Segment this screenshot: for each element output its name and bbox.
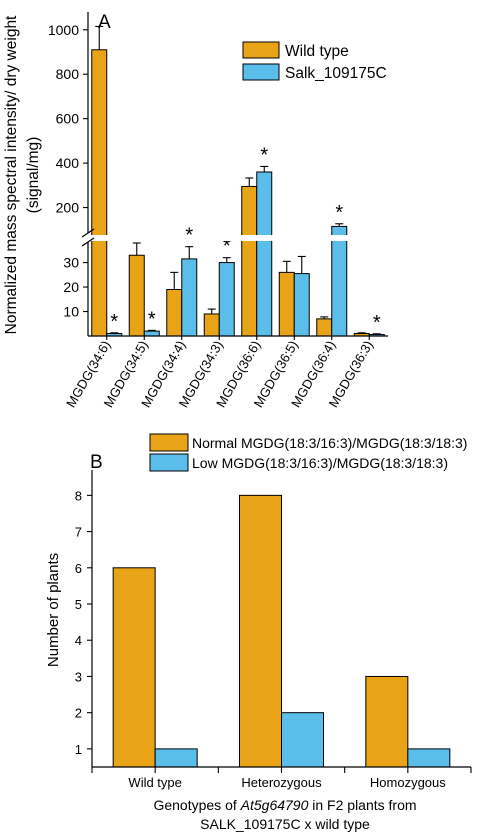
axis-break-mark-top (81, 228, 95, 238)
y-tick-label-400: 400 (56, 155, 80, 171)
bar-low-mgdg-18-3-16-3-mgdg-18-3-18-3-heterozygous (281, 712, 324, 768)
panel-b-y-ticks: 1 2 3 4 5 6 7 8 (75, 488, 92, 757)
significance-star-salk-109175c-mgdg-34-3: * (223, 236, 231, 258)
panel-b-y-axis-title: Number of plants (45, 553, 62, 667)
x-tick-label-wild-type: Wild type (128, 775, 181, 790)
panel-a-x-ticks: MGDG(34:6)MGDG(34:5)MGDG(34:4)MGDG(34:3)… (63, 336, 376, 410)
panel-b-x-axis-title-line2: SALK_109175C x wild type (200, 816, 370, 832)
bar-normal-mgdg-18-3-16-3-mgdg-18-3-18-3-wild-type (112, 567, 156, 768)
significance-star-salk-109175c-mgdg-34-5: * (148, 308, 156, 330)
significance-star-salk-109175c-mgdg-34-6: * (110, 311, 118, 333)
y-tick-label-600: 600 (56, 111, 80, 127)
y-tick-label-10: 10 (63, 304, 79, 320)
axis-break-gap (76, 235, 390, 241)
y-tick-label-4: 4 (75, 633, 82, 648)
legend-label-low: Low MGDG(18:3/16:3)/MGDG(18:3/18:3) (192, 455, 448, 471)
panel-b-legend: Normal MGDG(18:3/16:3)/MGDG(18:3/18:3) L… (149, 433, 467, 472)
panel-b-bars (112, 494, 451, 768)
x-tick-label-homozygous: Homozygous (370, 775, 446, 790)
legend-swatch-wild-type (242, 41, 280, 59)
legend-swatch-low (149, 453, 189, 472)
panel-a-axes (76, 12, 390, 337)
y-tick-label-7: 7 (75, 525, 82, 540)
legend-swatch-salk (242, 63, 280, 81)
panel-a-label: A (98, 12, 111, 33)
bar-normal-mgdg-18-3-16-3-mgdg-18-3-18-3-homozygous (365, 675, 409, 768)
y-tick-label-20: 20 (63, 279, 79, 295)
y-tick-label-30: 30 (63, 255, 79, 271)
x-axis-title-gene: At5g64790 (240, 797, 309, 813)
bar-wild-type-mgdg-34-3 (203, 313, 220, 337)
bar-normal-mgdg-18-3-16-3-mgdg-18-3-18-3-heterozygous (239, 494, 282, 768)
bar-low-mgdg-18-3-16-3-mgdg-18-3-18-3-homozygous (407, 748, 451, 768)
y-tick-label-1000: 1000 (48, 22, 79, 38)
panel-b-chart: 1 2 3 4 5 6 7 8 Wild type Heterozygous Homozygous… (45, 433, 472, 832)
y-tick-label-2: 2 (75, 706, 82, 721)
bar-wild-type-mgdg-34-5 (128, 254, 145, 337)
bar-low-mgdg-18-3-16-3-mgdg-18-3-18-3-wild-type (154, 748, 198, 768)
panel-b-label: B (90, 452, 103, 473)
panel-b-x-axis-title: Genotypes of At5g64790 in F2 plants from (153, 797, 416, 813)
significance-star-salk-109175c-mgdg-36-6: * (260, 144, 268, 166)
x-axis-title-prefix: Genotypes of (153, 797, 240, 813)
panel-a-error-bars (95, 25, 381, 335)
legend-label-normal: Normal MGDG(18:3/16:3)/MGDG(18:3/18:3) (192, 435, 467, 451)
legend-label-salk: Salk_109175C (285, 65, 387, 82)
x-tick-label-heterozygous: Heterozygous (241, 775, 322, 790)
bar-salk-109175c-mgdg-34-3 (218, 262, 235, 337)
bar-salk-109175c-mgdg-36-6 (256, 171, 273, 337)
panel-a-y-axis-title: Normalized mass spectral intensity/ dry … (3, 15, 20, 334)
panel-b-x-ticks: Wild type Heterozygous Homozygous (91, 767, 472, 790)
bar-salk-109175c-mgdg-34-4 (181, 258, 198, 337)
bar-wild-type-mgdg-36-4 (316, 318, 333, 337)
y-tick-label-800: 800 (56, 66, 80, 82)
axis-break-mark-bottom (81, 237, 95, 247)
y-tick-label-6: 6 (75, 561, 82, 576)
significance-star-salk-109175c-mgdg-36-3: * (373, 312, 381, 334)
bar-wild-type-mgdg-34-6 (91, 49, 108, 337)
significance-star-salk-109175c-mgdg-36-4: * (335, 202, 343, 224)
panel-a-y-ticks: 200 400 600 800 1000 10 20 30 (48, 22, 88, 320)
bar-salk-109175c-mgdg-36-5 (293, 273, 310, 337)
y-tick-label-200: 200 (56, 200, 80, 216)
panel-a-legend: Wild type Salk_109175C (242, 41, 387, 82)
panel-a-bars (91, 49, 385, 337)
bar-salk-109175c-mgdg-36-4 (331, 225, 348, 337)
bar-salk-109175c-mgdg-34-5 (143, 330, 160, 337)
x-axis-title-suffix: in F2 plants from (308, 797, 416, 813)
bar-wild-type-mgdg-34-4 (166, 289, 183, 337)
legend-label-wild-type: Wild type (285, 43, 349, 60)
legend-swatch-normal (149, 433, 189, 452)
y-tick-label-1: 1 (75, 742, 82, 757)
bar-wild-type-mgdg-36-6 (241, 185, 258, 337)
y-tick-label-5: 5 (75, 597, 82, 612)
y-tick-label-3: 3 (75, 669, 82, 684)
bar-wild-type-mgdg-36-5 (278, 271, 295, 337)
y-tick-label-8: 8 (75, 488, 82, 503)
panel-a-y-axis-title-units: (signal/mg) (25, 137, 42, 214)
